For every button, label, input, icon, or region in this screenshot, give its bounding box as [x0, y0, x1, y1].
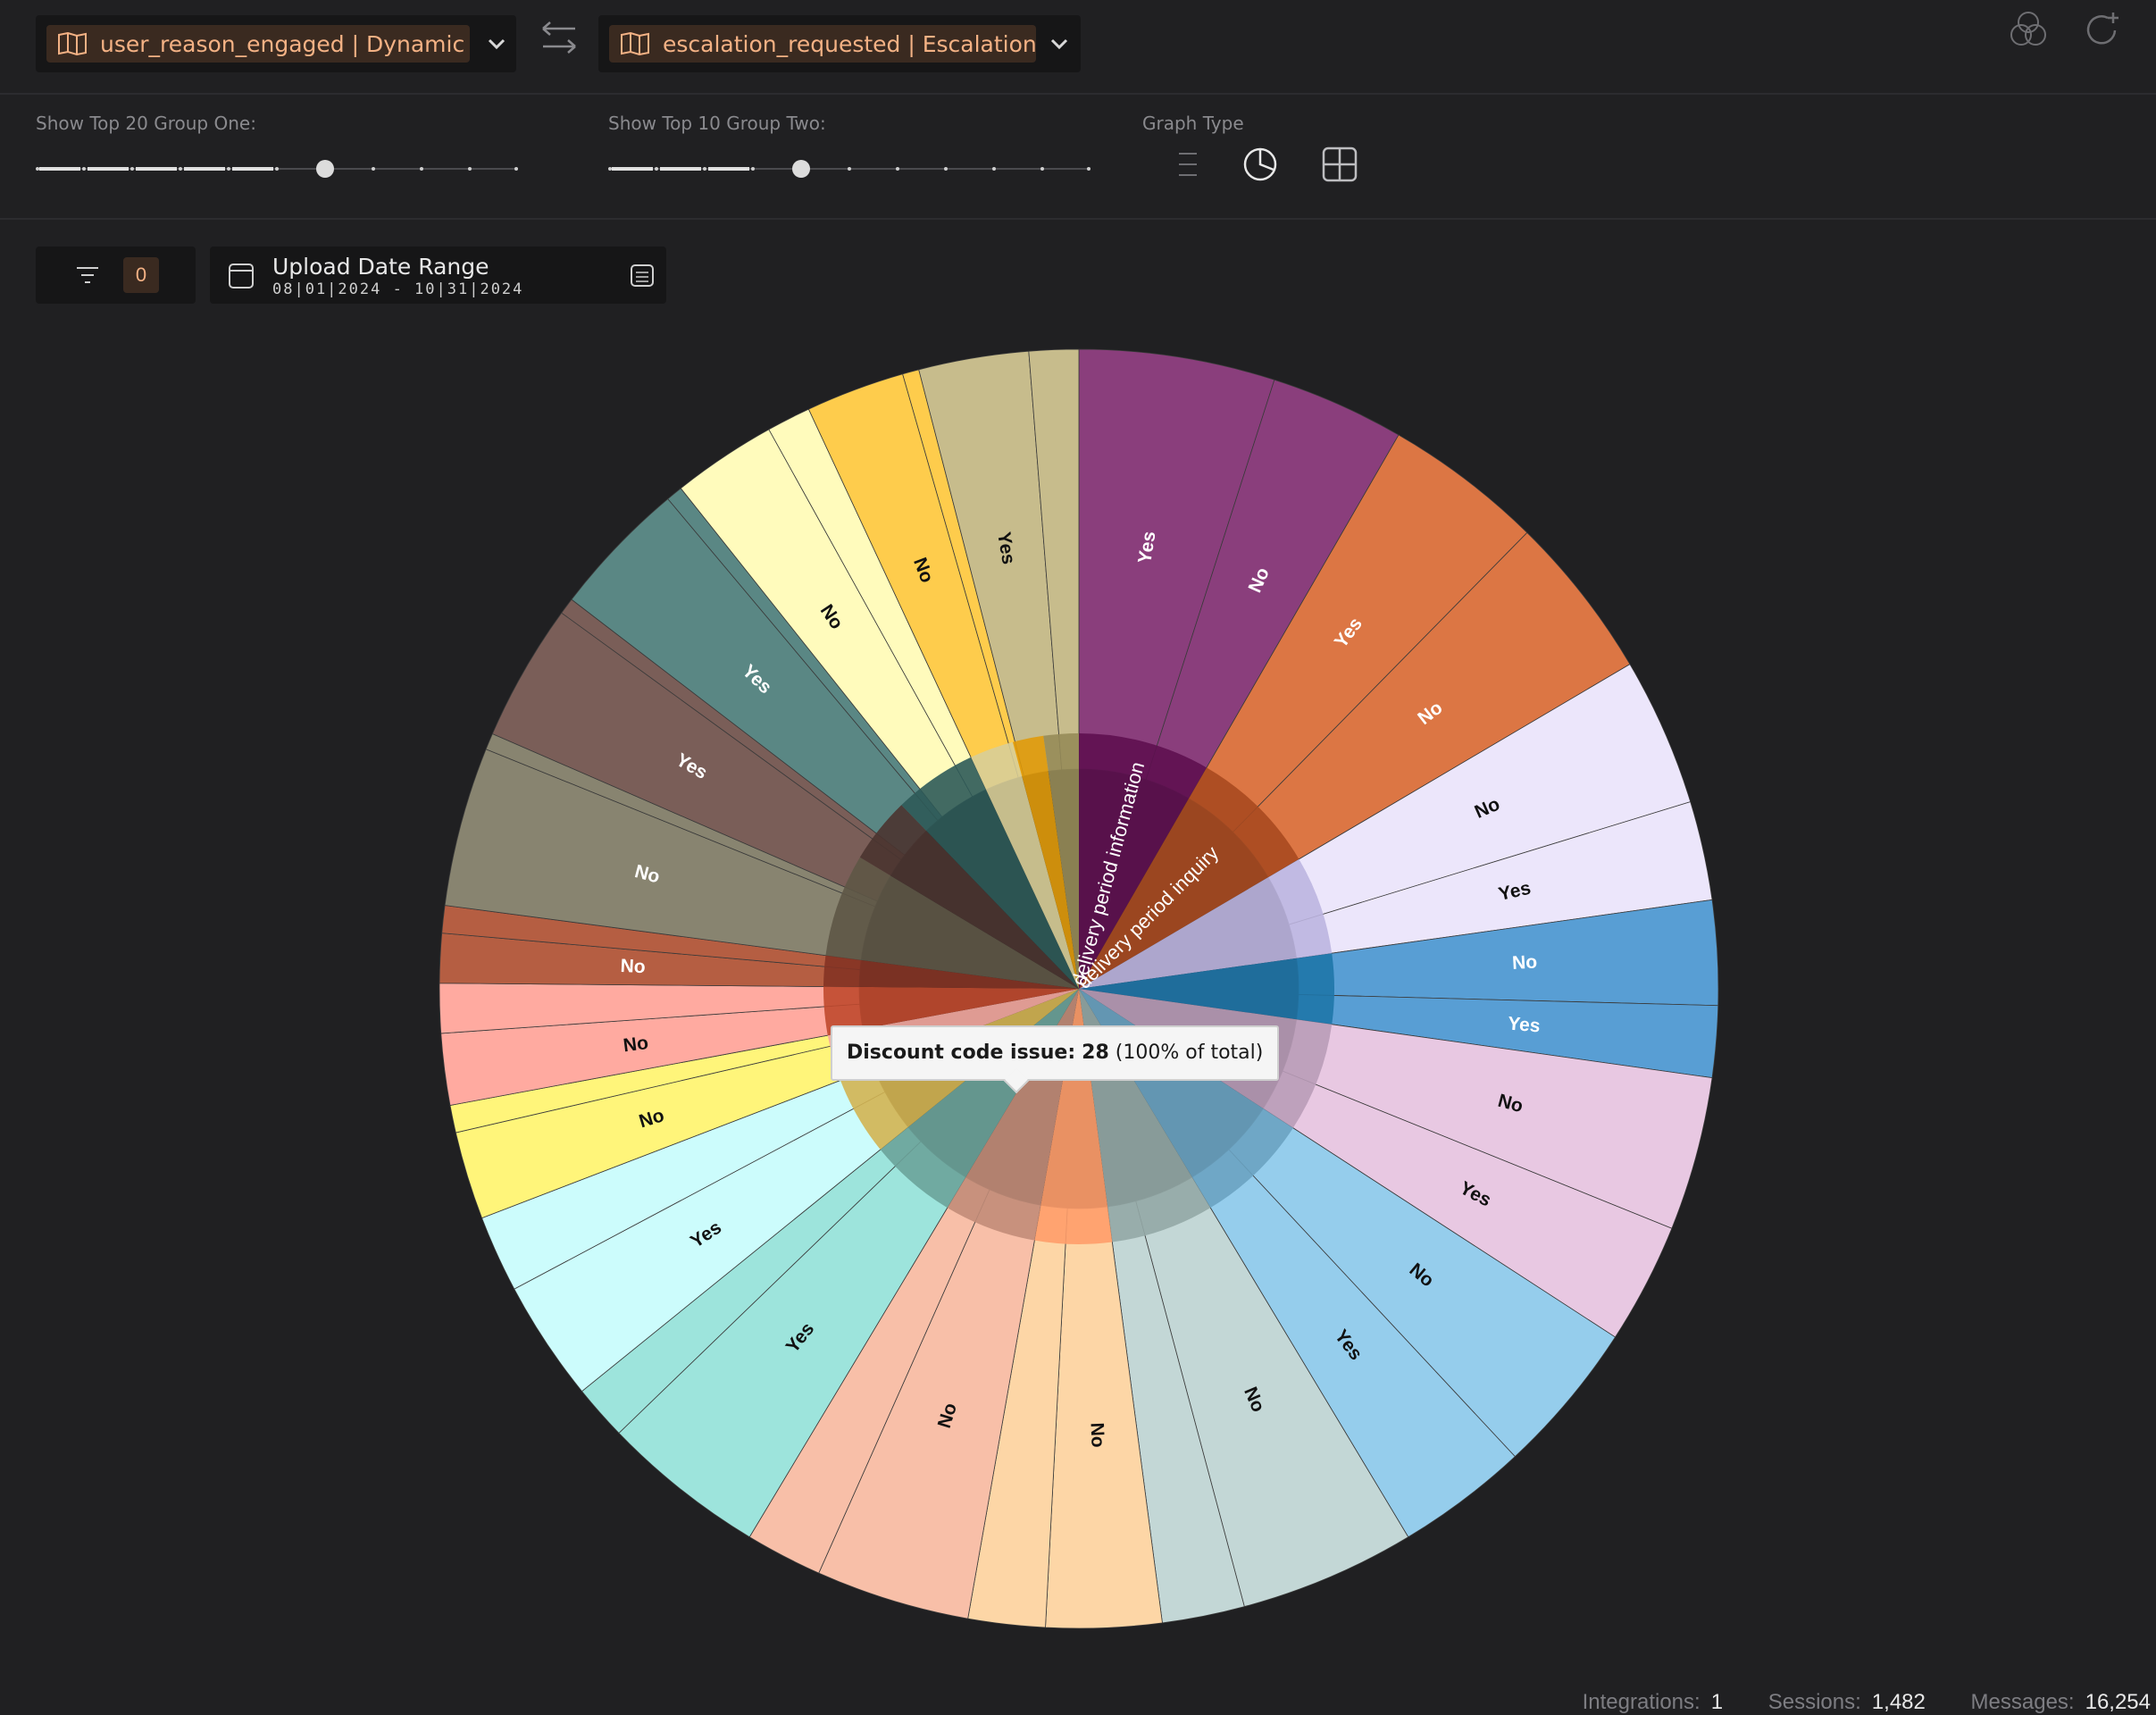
calendar-list-icon[interactable]: [630, 263, 655, 288]
slider-tick: [992, 167, 996, 171]
outer-ring: [439, 348, 1719, 1629]
inner-segment[interactable]: [901, 757, 1079, 989]
slider-tick: [1040, 167, 1044, 171]
book-icon: [621, 32, 649, 55]
inner-segment[interactable]: [1079, 858, 1333, 989]
segment-label: No: [1512, 951, 1538, 974]
group-one-slider[interactable]: [36, 155, 522, 182]
inner-segment[interactable]: [859, 805, 1079, 989]
date-range-picker[interactable]: Upload Date Range 08|01|2024 - 10|31|202…: [210, 247, 666, 304]
segment-label: No: [620, 956, 646, 977]
inner-segment[interactable]: [1079, 953, 1334, 1025]
slider-tick: [420, 167, 423, 171]
integrations-label: Integrations:: [1582, 1690, 1701, 1714]
pie-view-icon[interactable]: [1241, 145, 1280, 184]
tooltip-label: Discount code issue:: [847, 1042, 1076, 1064]
slider-knob[interactable]: [792, 160, 810, 178]
top-bar: user_reason_engaged | Dynamic La escalat…: [0, 0, 2156, 95]
messages-value: 16,254: [2085, 1690, 2151, 1714]
chevron-down-icon[interactable]: [484, 31, 509, 56]
sessions-value: 1,482: [1871, 1690, 1926, 1714]
group-one-slider-label: Show Top 20 Group One:: [36, 113, 256, 134]
tooltip-value: 28: [1082, 1042, 1109, 1064]
filter-count-badge: 0: [123, 257, 159, 293]
slider-tick: [703, 167, 706, 171]
calendar-icon: [229, 264, 254, 289]
slider-tick: [36, 167, 39, 171]
messages-label: Messages:: [1970, 1690, 2075, 1714]
group-one-text: user_reason_engaged | Dynamic La: [100, 30, 470, 57]
slider-tick: [655, 167, 658, 171]
segment-label: Yes: [1134, 530, 1159, 565]
list-view-icon[interactable]: [1168, 145, 1208, 184]
slider-tick: [896, 167, 899, 171]
sessions-label: Sessions:: [1767, 1690, 1861, 1714]
graph-type-label: Graph Type: [1142, 113, 1244, 134]
slider-tick: [468, 167, 472, 171]
slider-tick: [751, 167, 755, 171]
group-one-selector[interactable]: user_reason_engaged | Dynamic La: [36, 15, 516, 72]
book-icon: [58, 32, 87, 55]
venn-icon[interactable]: [2008, 9, 2049, 50]
inner-segment[interactable]: [1043, 733, 1079, 989]
slider-tick: [1087, 167, 1091, 171]
footer-stats: Integrations: 1 Sessions: 1,482 Messages: 1…: [1543, 1690, 2151, 1715]
inner-segment[interactable]: [1079, 733, 1207, 989]
group-two-chip[interactable]: escalation_requested | Escalation: [609, 25, 1036, 63]
segment-label: No: [1087, 1422, 1108, 1448]
slider-tick: [82, 167, 86, 171]
filter-button[interactable]: 0: [36, 247, 196, 304]
filter-icon: [77, 267, 98, 283]
slider-tick: [944, 167, 948, 171]
slider-tick: [275, 167, 279, 171]
inner-ring: [823, 733, 1334, 1245]
slider-tick: [130, 167, 134, 171]
date-range-value: 08|01|2024 - 10|31|2024: [272, 280, 524, 298]
inner-segment[interactable]: [1012, 735, 1079, 989]
inner-segment[interactable]: [971, 741, 1079, 989]
slider-tick: [848, 167, 851, 171]
slider-tick: [179, 167, 182, 171]
controls-panel: Show Top 20 Group One: Show Top 10 Group…: [0, 95, 2156, 220]
inner-segment[interactable]: [823, 986, 1079, 1036]
refresh-add-icon[interactable]: [2083, 9, 2124, 50]
group-two-text: escalation_requested | Escalation: [663, 30, 1036, 57]
inner-segment[interactable]: [823, 955, 1079, 989]
segment-label: Yes: [1507, 1013, 1541, 1036]
group-two-slider[interactable]: [608, 155, 1094, 182]
inner-segment[interactable]: [825, 857, 1079, 989]
date-range-title: Upload Date Range: [272, 254, 489, 280]
grid-view-icon[interactable]: [1320, 145, 1359, 184]
slider-tick: [227, 167, 230, 171]
slider-tick: [608, 167, 612, 171]
segment-label: No: [623, 1033, 650, 1056]
slider-knob[interactable]: [316, 160, 334, 178]
tooltip-note: (100% of total): [1115, 1042, 1264, 1064]
group-two-selector[interactable]: escalation_requested | Escalation: [598, 15, 1081, 72]
slider-tick: [372, 167, 375, 171]
chevron-down-icon[interactable]: [1047, 31, 1072, 56]
integrations-value: 1: [1710, 1690, 1724, 1714]
swap-icon[interactable]: [539, 18, 579, 57]
group-one-chip[interactable]: user_reason_engaged | Dynamic La: [46, 25, 470, 63]
chart-tooltip: Discount code issue: 28 (100% of total): [831, 1025, 1280, 1094]
group-two-slider-label: Show Top 10 Group Two:: [608, 113, 826, 134]
inner-segment[interactable]: [1079, 767, 1299, 989]
inner-segment[interactable]: [1034, 989, 1113, 1245]
slider-tick: [514, 167, 518, 171]
